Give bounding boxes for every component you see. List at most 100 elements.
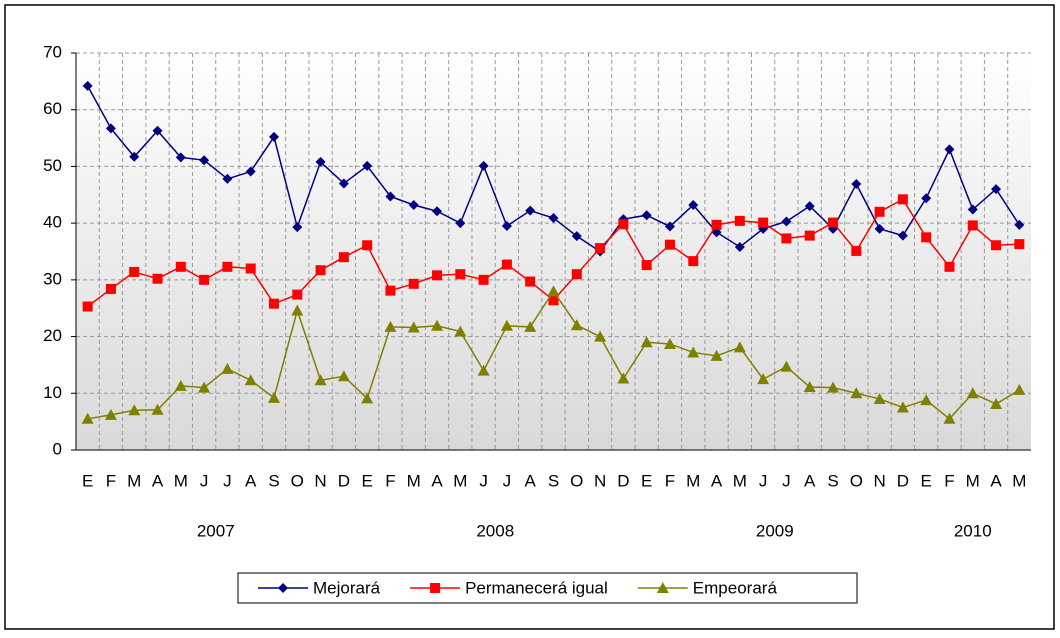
x-tick-label: N	[314, 471, 326, 490]
marker	[199, 155, 210, 166]
marker	[897, 194, 908, 205]
x-tick-label: E	[641, 471, 652, 490]
x-tick-label: D	[617, 471, 629, 490]
marker	[244, 374, 257, 386]
legend-label: Empeorará	[693, 578, 778, 597]
y-tick-label: 40	[43, 213, 62, 232]
marker	[781, 233, 792, 244]
marker	[152, 125, 163, 136]
marker	[570, 319, 583, 331]
marker	[338, 252, 349, 263]
marker	[81, 412, 94, 424]
marker	[129, 266, 140, 277]
marker	[873, 392, 886, 404]
marker	[500, 319, 513, 331]
marker	[656, 582, 669, 593]
y-tick-label: 30	[43, 269, 62, 288]
x-tick-label: A	[711, 471, 723, 490]
marker	[827, 381, 840, 393]
marker	[454, 325, 467, 337]
x-tick-label: J	[782, 471, 791, 490]
marker	[362, 160, 373, 171]
marker	[129, 151, 140, 162]
marker	[990, 398, 1003, 410]
x-tick-label: A	[525, 471, 537, 490]
marker	[455, 269, 466, 280]
x-tick-label: E	[82, 471, 93, 490]
marker	[315, 156, 326, 167]
marker	[82, 301, 93, 312]
marker	[710, 349, 723, 361]
marker	[477, 364, 490, 376]
marker	[896, 401, 909, 413]
marker	[432, 206, 443, 217]
x-tick-label: M	[174, 471, 188, 490]
x-tick-label: D	[897, 471, 909, 490]
marker	[548, 295, 559, 306]
marker	[268, 131, 279, 142]
x-tick-label: A	[990, 471, 1002, 490]
marker	[314, 374, 327, 386]
marker	[174, 379, 187, 391]
marker	[478, 160, 489, 171]
x-tick-label: M	[453, 471, 467, 490]
marker	[431, 319, 444, 331]
y-tick-label: 20	[43, 326, 62, 345]
x-tick-label: F	[665, 471, 675, 490]
marker	[199, 274, 210, 285]
marker	[617, 372, 630, 384]
y-tick-label: 10	[43, 383, 62, 402]
marker	[152, 273, 163, 284]
marker	[664, 221, 675, 232]
x-tick-label: A	[804, 471, 816, 490]
marker	[455, 218, 466, 229]
marker	[267, 391, 280, 403]
marker	[268, 298, 279, 309]
marker	[478, 274, 489, 285]
marker	[362, 240, 373, 251]
x-tick-label: M	[407, 471, 421, 490]
marker	[688, 199, 699, 210]
y-tick-label: 70	[43, 42, 62, 61]
marker	[780, 360, 793, 372]
marker	[641, 260, 652, 271]
x-group-label: 2007	[197, 521, 235, 540]
marker	[430, 583, 441, 593]
y-tick-label: 50	[43, 156, 62, 175]
marker	[278, 583, 288, 593]
x-group-label: 2008	[476, 521, 514, 540]
marker	[944, 261, 955, 272]
x-tick-label: F	[385, 471, 395, 490]
marker	[198, 381, 211, 393]
marker	[571, 231, 582, 242]
marker	[640, 336, 653, 348]
x-tick-label: J	[223, 471, 232, 490]
x-tick-label: J	[503, 471, 512, 490]
x-tick-label: M	[733, 471, 747, 490]
marker	[618, 219, 629, 230]
marker	[966, 387, 979, 399]
marker	[175, 152, 186, 163]
marker	[804, 201, 815, 212]
marker	[803, 381, 816, 393]
marker	[944, 144, 955, 155]
marker	[128, 404, 141, 416]
marker	[688, 256, 699, 267]
marker	[408, 278, 419, 289]
marker	[921, 232, 932, 243]
marker	[105, 123, 116, 134]
marker	[920, 394, 933, 406]
marker	[361, 392, 374, 404]
marker	[851, 179, 862, 190]
marker	[104, 408, 117, 420]
x-tick-label: N	[873, 471, 885, 490]
marker	[385, 191, 396, 202]
marker	[292, 222, 303, 233]
marker	[222, 173, 233, 184]
marker	[943, 412, 956, 424]
marker	[850, 387, 863, 399]
marker	[525, 205, 536, 216]
marker	[547, 285, 560, 297]
marker	[711, 219, 722, 230]
